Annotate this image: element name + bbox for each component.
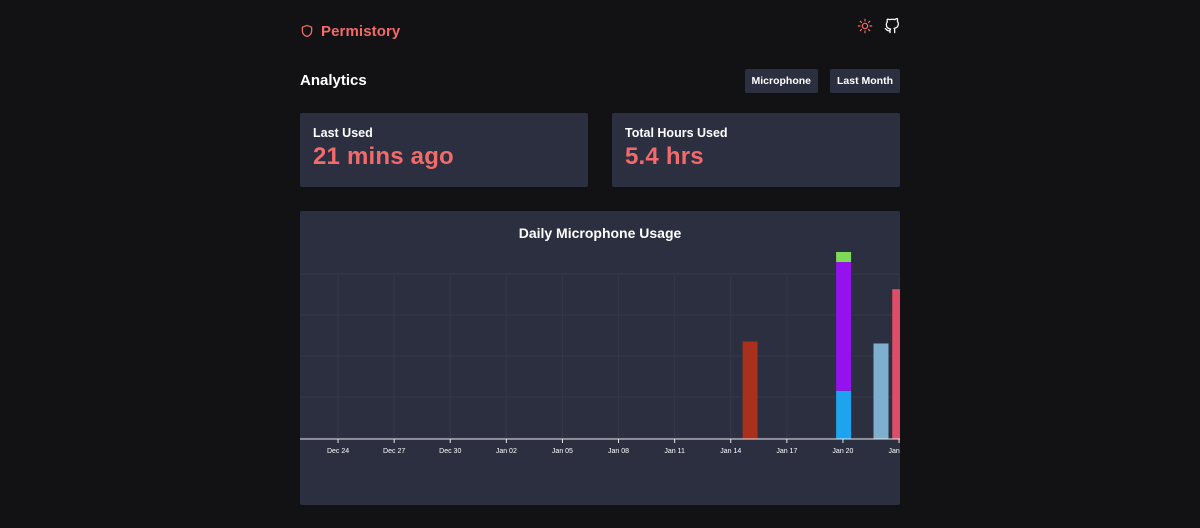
chart-grid [300,273,900,439]
x-tick-label: Dec 24 [327,448,349,455]
device-filter-button[interactable]: Microphone [744,69,818,93]
bar-segment[interactable] [836,262,852,391]
github-icon [884,17,900,39]
sun-icon [857,18,873,39]
x-tick-label: Dec 30 [439,448,461,455]
x-tick-label: Jan 11 [664,448,685,455]
page-title: Analytics [300,72,367,89]
last-used-label: Last Used [313,126,373,140]
shield-icon [300,24,314,38]
brand-name: Permistory [321,22,401,40]
chart-title: Daily Microphone Usage [518,225,682,241]
bar-segment[interactable] [836,251,852,263]
x-tick-label: Jan 17 [776,448,797,455]
x-tick-label: Dec 27 [383,448,405,455]
app-container: Permistory [300,0,900,528]
bar-segment[interactable] [742,341,758,439]
x-tick-label: Jan 08 [608,448,629,455]
last-used-value: 21 mins ago [313,143,454,170]
filter-bar: Microphone Last Month [744,69,900,93]
bar-segment[interactable] [836,390,852,439]
github-link[interactable] [883,17,900,39]
x-tick-label: Jan 20 [832,448,853,455]
total-hours-card: Total Hours Used 5.4 hrs [612,113,900,187]
total-hours-label: Total Hours Used [625,126,728,140]
last-used-card: Last Used 21 mins ago [300,113,588,187]
x-tick-label: Jan 23 [889,448,900,455]
total-hours-value: 5.4 hrs [625,143,704,170]
x-tick-label: Jan 14 [720,448,741,455]
bar-segment[interactable] [892,289,900,439]
brand[interactable]: Permistory [300,21,400,41]
usage-chart-card: Dec 24 Dec 27 Dec 30 Jan 02 Jan 05 Jan 08 Jan … [300,211,900,505]
bar-segment[interactable] [873,343,889,439]
header-actions [856,17,900,39]
x-tick-label: Jan 05 [552,448,573,455]
theme-toggle-button[interactable] [856,18,873,39]
range-filter-button[interactable]: Last Month [830,69,900,93]
x-tick-label: Jan 02 [496,448,517,455]
usage-chart: Dec 24 Dec 27 Dec 30 Jan 02 Jan 05 Jan 08 Jan … [300,251,900,455]
